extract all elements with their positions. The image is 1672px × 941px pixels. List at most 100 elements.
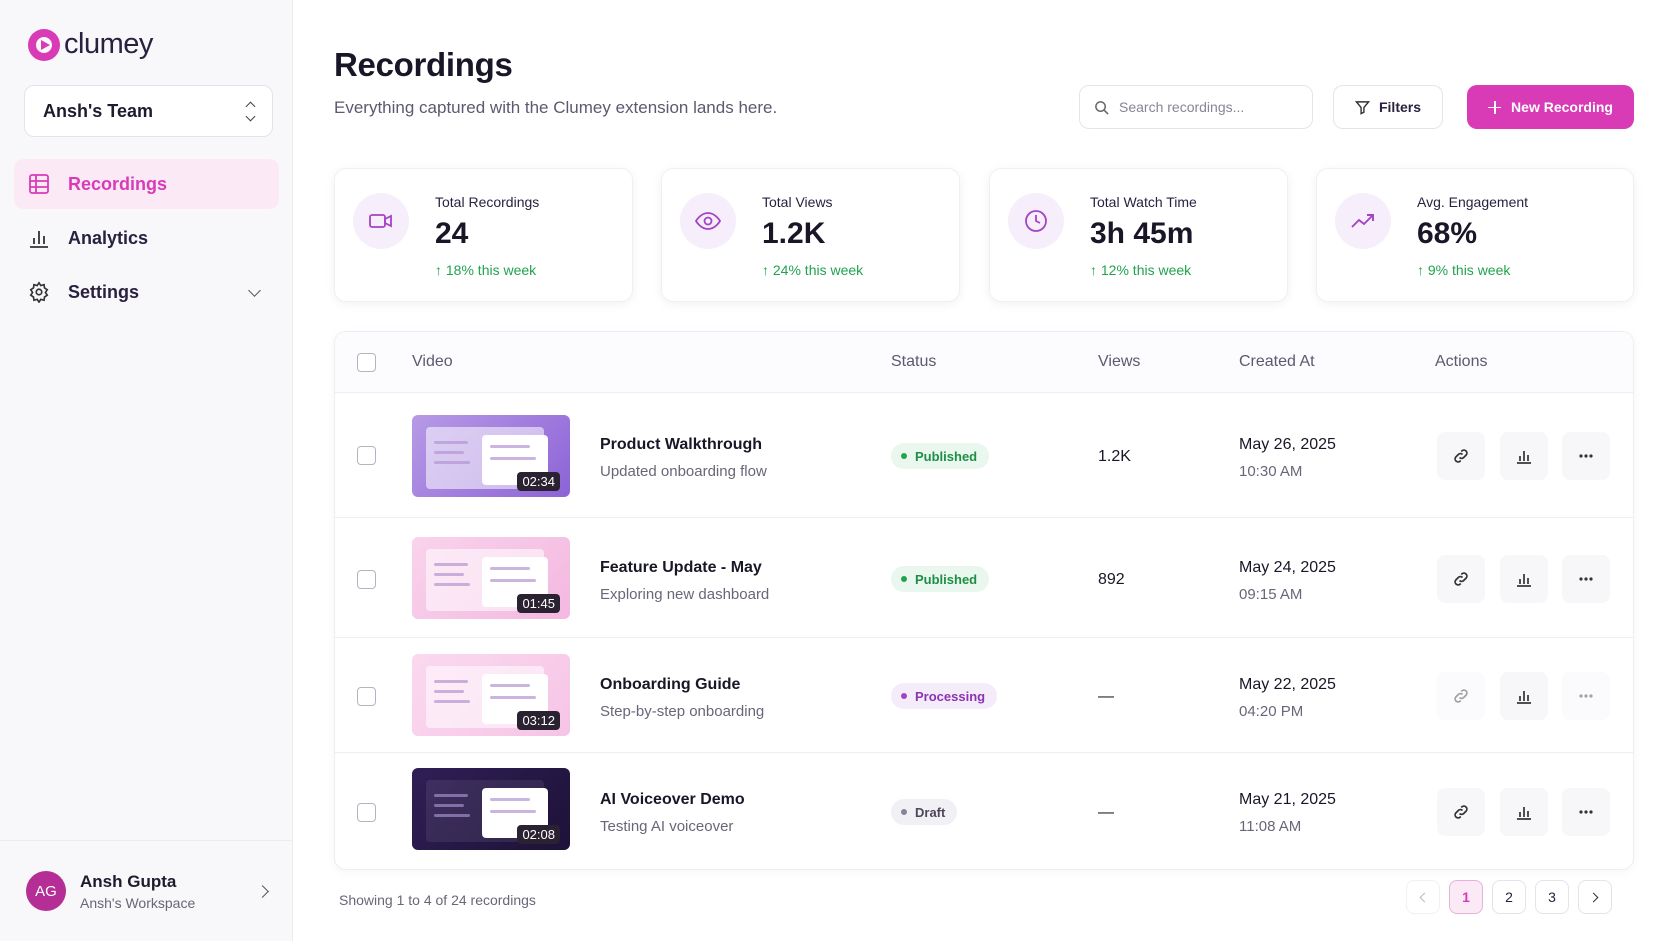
analytics-button[interactable]	[1500, 555, 1548, 603]
filter-icon	[1354, 100, 1370, 115]
chevron-down-icon	[248, 283, 261, 297]
more-horizontal-icon	[1579, 577, 1593, 581]
video-title[interactable]: Onboarding Guide	[600, 676, 741, 693]
row-checkbox[interactable]	[357, 803, 376, 822]
user-workspace: Ansh's Workspace	[80, 894, 196, 911]
stat-card-total-recordings: Total Recordings 24 ↑ 18% this week	[334, 168, 633, 302]
copy-link-button[interactable]	[1437, 672, 1485, 720]
new-recording-button[interactable]: New Recording	[1467, 85, 1634, 129]
user-profile[interactable]: AG Ansh Gupta Ansh's Workspace	[0, 840, 293, 941]
sidebar-item-analytics[interactable]: Analytics	[14, 213, 279, 263]
page-button-1[interactable]: 1	[1449, 880, 1483, 914]
bar-chart-icon	[1517, 574, 1531, 587]
video-description: Testing AI voiceover	[600, 818, 734, 835]
team-switcher[interactable]: Ansh's Team	[24, 85, 273, 137]
more-options-button[interactable]	[1562, 672, 1610, 720]
created-date: May 24, 2025	[1239, 559, 1336, 576]
more-options-button[interactable]	[1562, 432, 1610, 480]
chevron-up-down-icon	[245, 101, 256, 121]
video-title[interactable]: Product Walkthrough	[600, 436, 763, 453]
pagination-summary: Showing 1 to 4 of 24 recordings	[339, 892, 536, 908]
table-row[interactable]: 03:12 Onboarding Guide Step-by-step onbo…	[335, 638, 1633, 753]
search-icon	[1095, 100, 1109, 115]
sidebar-item-label: Analytics	[68, 227, 149, 248]
stat-card-total-watch-time: Total Watch Time 3h 45m ↑ 12% this week	[989, 168, 1288, 302]
analytics-button[interactable]	[1500, 432, 1548, 480]
more-horizontal-icon	[1579, 694, 1593, 698]
column-header-status[interactable]: Status	[891, 353, 937, 370]
row-checkbox[interactable]	[357, 446, 376, 465]
views-count: 1.2K	[1098, 448, 1131, 465]
table-row[interactable]: 01:45 Feature Update - May Exploring new…	[335, 518, 1633, 638]
copy-link-button[interactable]	[1437, 788, 1485, 836]
video-title[interactable]: AI Voiceover Demo	[600, 791, 745, 808]
copy-link-button[interactable]	[1437, 432, 1485, 480]
status-label: Published	[915, 571, 978, 587]
analytics-button[interactable]	[1500, 788, 1548, 836]
page-button-2[interactable]: 2	[1492, 880, 1526, 914]
trending-up-icon	[1335, 193, 1391, 249]
sidebar-item-label: Recordings	[68, 173, 168, 194]
bar-chart-icon	[1517, 691, 1531, 704]
sidebar: clumey Ansh's Team Recordings Analytics …	[0, 0, 293, 941]
stat-value: 68%	[1417, 217, 1478, 250]
more-options-button[interactable]	[1562, 788, 1610, 836]
recordings-table: Video Status Views Created At Actions 02…	[334, 331, 1634, 870]
filters-button[interactable]: Filters	[1333, 85, 1443, 129]
table-row[interactable]: 02:34 Product Walkthrough Updated onboar…	[335, 394, 1633, 518]
column-header-created-at[interactable]: Created At	[1239, 353, 1315, 370]
clumey-logo[interactable]: clumey	[28, 28, 153, 61]
stat-value: 1.2K	[762, 217, 826, 250]
status-badge: Published	[891, 566, 990, 592]
link-icon	[1454, 689, 1468, 703]
eye-icon	[680, 193, 736, 249]
stat-label: Total Recordings	[435, 194, 540, 210]
more-horizontal-icon	[1579, 810, 1593, 814]
row-checkbox[interactable]	[357, 687, 376, 706]
link-icon	[1454, 805, 1468, 819]
created-time: 10:30 AM	[1239, 463, 1303, 480]
bar-chart-icon	[1517, 807, 1531, 820]
select-all-checkbox[interactable]	[357, 353, 376, 372]
next-page-button[interactable]	[1578, 880, 1612, 914]
page-button-3[interactable]: 3	[1535, 880, 1569, 914]
more-options-button[interactable]	[1562, 555, 1610, 603]
page-title: Recordings	[334, 46, 513, 83]
video-duration: 01:45	[517, 594, 560, 613]
video-thumbnail[interactable]: 02:08	[412, 768, 570, 850]
column-header-views[interactable]: Views	[1098, 353, 1141, 370]
table-row[interactable]: 02:08 AI Voiceover Demo Testing AI voice…	[335, 753, 1633, 869]
views-count: —	[1098, 804, 1114, 821]
stat-card-avg-engagement: Avg. Engagement 68% ↑ 9% this week	[1316, 168, 1634, 302]
video-duration: 03:12	[517, 711, 560, 730]
created-date: May 21, 2025	[1239, 791, 1336, 808]
search-box[interactable]	[1079, 85, 1313, 129]
prev-page-button[interactable]	[1406, 880, 1440, 914]
sidebar-nav: Recordings Analytics Settings	[14, 159, 279, 321]
copy-link-button[interactable]	[1437, 555, 1485, 603]
video-title[interactable]: Feature Update - May	[600, 559, 762, 576]
video-thumbnail[interactable]: 01:45	[412, 537, 570, 619]
video-duration: 02:08	[517, 825, 560, 844]
row-checkbox[interactable]	[357, 570, 376, 589]
column-header-video[interactable]: Video	[412, 353, 453, 370]
video-thumbnail[interactable]: 03:12	[412, 654, 570, 736]
stat-trend: ↑ 9% this week	[1417, 262, 1511, 278]
analytics-button[interactable]	[1500, 672, 1548, 720]
stat-label: Avg. Engagement	[1417, 194, 1529, 210]
sidebar-item-label: Settings	[68, 281, 140, 302]
new-recording-label: New Recording	[1511, 99, 1613, 115]
search-input[interactable]	[1119, 99, 1289, 115]
link-icon	[1454, 449, 1468, 463]
chevron-right-icon	[1588, 892, 1599, 902]
status-badge: Published	[891, 443, 990, 469]
filters-label: Filters	[1378, 99, 1421, 115]
sidebar-item-recordings[interactable]: Recordings	[14, 159, 279, 209]
page-subtitle: Everything captured with the Clumey exte…	[334, 98, 778, 117]
status-label: Draft	[915, 804, 946, 820]
sidebar-item-settings[interactable]: Settings	[14, 267, 279, 317]
views-count: —	[1098, 688, 1114, 705]
bar-chart-icon	[28, 227, 50, 249]
video-thumbnail[interactable]: 02:34	[412, 415, 570, 497]
video-description: Step-by-step onboarding	[600, 703, 765, 720]
